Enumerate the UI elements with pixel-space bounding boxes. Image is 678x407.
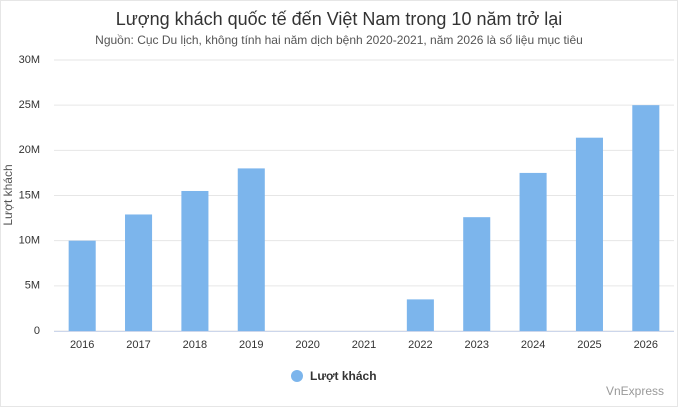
x-tick-label: 2017: [126, 339, 150, 351]
bar: [406, 299, 434, 331]
y-tick-label: 0: [34, 325, 40, 337]
chart-subtitle: Nguồn: Cục Du lịch, không tính hai năm d…: [95, 33, 583, 47]
x-tick-label: 2019: [239, 339, 263, 351]
chart-title: Lượng khách quốc tế đến Việt Nam trong 1…: [116, 9, 563, 29]
legend-symbol: [291, 370, 303, 382]
x-tick-label: 2025: [577, 339, 601, 351]
bar: [519, 172, 547, 331]
x-tick-label: 2024: [521, 339, 545, 351]
x-tick-label: 2016: [70, 339, 94, 351]
y-tick-label: 30M: [19, 54, 40, 66]
y-axis-title: Lượt khách: [1, 164, 15, 225]
y-tick-label: 10M: [19, 235, 40, 247]
bar: [125, 214, 153, 331]
bar: [463, 217, 491, 331]
bar: [181, 190, 209, 331]
x-tick-label: 2022: [408, 339, 432, 351]
y-tick-label: 5M: [25, 280, 40, 292]
credit: VnExpress: [606, 384, 664, 398]
x-tick-label: 2026: [634, 339, 658, 351]
bar: [575, 137, 603, 331]
y-tick-label: 15M: [19, 189, 40, 201]
y-tick-label: 25M: [19, 99, 40, 111]
x-tick-label: 2018: [183, 339, 207, 351]
x-tick-label: 2021: [352, 339, 376, 351]
bar: [68, 240, 96, 331]
bar: [632, 105, 660, 332]
bar: [237, 168, 265, 331]
legend-label: Lượt khách: [310, 369, 377, 383]
x-tick-label: 2023: [464, 339, 488, 351]
x-tick-label: 2020: [295, 339, 319, 351]
y-tick-label: 20M: [19, 144, 40, 156]
